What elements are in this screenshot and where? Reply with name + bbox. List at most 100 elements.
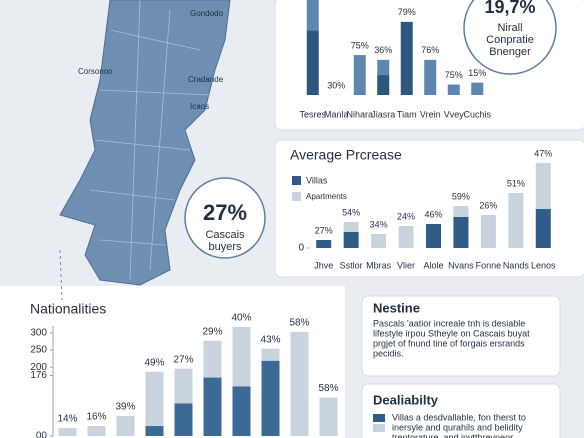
info-card: [361, 383, 561, 438]
data-label: 47%: [534, 148, 552, 158]
data-label: 30%: [327, 80, 345, 90]
info-card: [361, 295, 561, 377]
data-label: 27%: [315, 225, 333, 235]
map-roads: [89, 0, 211, 281]
data-label: 59%: [452, 191, 470, 201]
bubble-text: Conpratie: [486, 34, 534, 46]
y-tick-label: 200: [30, 362, 47, 373]
data-label: 14%: [57, 414, 77, 425]
data-label: 40%: [231, 313, 251, 324]
bar-segment: [203, 377, 222, 436]
x-tick-label: Nihara: [346, 109, 373, 119]
y-tick-label: 250: [30, 345, 47, 356]
legend-label: Villas: [306, 175, 328, 185]
x-tick-label: Fonne: [476, 260, 502, 270]
bar-segment: [58, 428, 77, 436]
bar-segment: [398, 226, 414, 248]
data-label: 27%: [173, 354, 193, 365]
chart-title: Nationalities: [30, 301, 106, 317]
bar-segment: [290, 331, 309, 436]
bar-segment: [453, 206, 469, 217]
legend-label: Apartments: [306, 192, 347, 201]
bar-segment: [343, 222, 359, 232]
bar-segment: [145, 371, 164, 427]
data-label: 39%: [115, 402, 135, 413]
data-label: 51%: [507, 178, 525, 188]
data-label: 16%: [86, 412, 106, 423]
map: [59, 0, 231, 286]
data-label: 43%: [260, 334, 280, 345]
bar-segment: [343, 232, 359, 248]
connector: [59, 249, 63, 301]
bubble-value: 27%: [203, 200, 247, 225]
nationalities-card: [0, 286, 345, 438]
data-label: 34%: [370, 219, 388, 229]
card-text: Villas a desdvallable, fon therst to: [392, 412, 526, 422]
bar-segment: [535, 209, 551, 248]
bar-segment: [316, 240, 332, 248]
bar-segment: [261, 360, 280, 436]
card-title: Dealiabilty: [373, 392, 439, 407]
map-label: Icaos: [190, 102, 209, 111]
bar-segment: [174, 403, 193, 436]
x-tick-label: Sstlor: [340, 260, 363, 270]
data-label: 29%: [202, 326, 222, 337]
card-title: Nestine: [373, 300, 420, 315]
data-label: 79%: [398, 7, 416, 17]
y-tick-label: 0: [298, 243, 304, 254]
legend-swatch: [373, 414, 385, 422]
bar-segment: [306, 30, 319, 95]
bar-segment: [480, 215, 496, 248]
bar-segment: [508, 193, 524, 248]
map-label: Cradande: [188, 75, 224, 84]
x-tick-label: Cuchis: [463, 109, 491, 119]
bubble: [463, 0, 557, 75]
data-label: 58%: [289, 317, 309, 328]
bubble-value: 19,7%: [484, 0, 535, 17]
x-tick-label: Mbras: [366, 260, 392, 270]
data-label: 36%: [374, 45, 392, 55]
data-label: 75%: [351, 40, 369, 50]
bar-segment: [371, 234, 387, 248]
bar-segment: [232, 386, 251, 436]
bar-segment: [400, 21, 413, 96]
x-tick-label: Jhve: [314, 260, 333, 270]
x-tick-label: Tiam: [397, 109, 417, 119]
data-label: 54%: [342, 207, 360, 217]
card-text: prgjet of fnund tine of forgais ersrands: [373, 338, 525, 348]
bubble-text: Cascais: [205, 229, 245, 241]
bubble: [184, 177, 266, 259]
data-label: 76%: [421, 45, 439, 55]
x-tick-label: Vrein: [420, 109, 441, 119]
bar-segment: [306, 0, 319, 31]
data-label: 46%: [424, 209, 442, 219]
data-label: 26%: [479, 200, 497, 210]
x-tick-label: Lenos: [531, 260, 556, 270]
x-tick-label: Jiasra: [371, 109, 395, 119]
y-tick-label: 176: [30, 370, 47, 381]
bar-segment: [116, 416, 135, 436]
card-text: Pascals 'aatior increale tnh is desiable: [373, 318, 525, 328]
bubble-text: Bnenger: [489, 46, 531, 58]
x-tick-label: Alole: [423, 260, 443, 270]
bar-segment: [353, 55, 366, 95]
data-label: 75%: [445, 70, 463, 80]
bar-segment: [261, 348, 280, 361]
data-label: 24%: [397, 211, 415, 221]
data-label: 15%: [468, 68, 486, 78]
x-tick-label: Nands: [503, 260, 530, 270]
bubble-text: Nirall: [497, 22, 522, 34]
y-tick-label: 300: [30, 328, 47, 339]
bar-segment: [471, 82, 484, 95]
legend-swatch: [292, 176, 301, 185]
data-label: 49%: [144, 357, 164, 368]
bar-segment: [319, 397, 338, 436]
x-tick-label: Tesres: [299, 109, 326, 119]
y-tick-label: 00: [36, 431, 48, 438]
card-text: inersyle and qurahils and belidity: [392, 422, 523, 432]
card-text: pecidis.: [373, 348, 404, 358]
x-tick-label: Manla: [324, 109, 349, 119]
legend-swatch: [373, 424, 385, 432]
x-tick-label: Nvans: [448, 260, 474, 270]
